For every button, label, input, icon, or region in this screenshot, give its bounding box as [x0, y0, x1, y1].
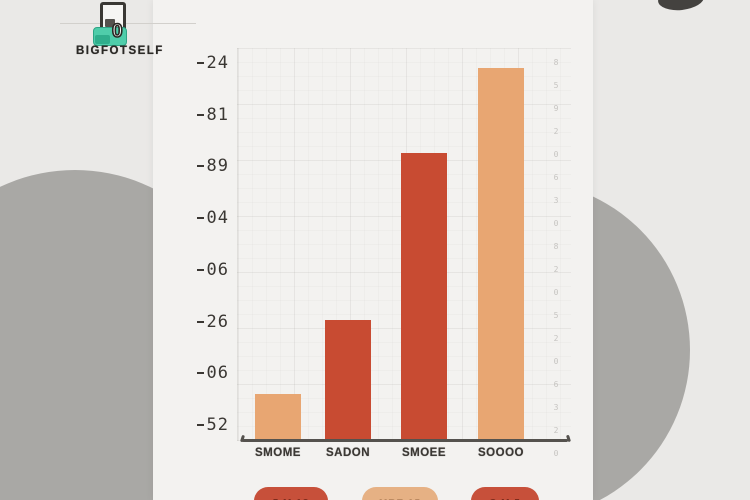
side-mark: 2: [553, 334, 559, 343]
side-mark: 2: [553, 265, 559, 274]
y-tick-dash: [196, 423, 204, 426]
bar-SOOOO: [478, 68, 524, 441]
side-mark: 6: [553, 173, 559, 182]
y-tick-label: 89: [183, 157, 229, 175]
y-tick-label: 52: [183, 416, 229, 434]
y-tick-dash: [196, 165, 204, 168]
side-mark: 0: [553, 150, 559, 159]
y-tick-label: 81: [183, 106, 229, 124]
side-mark: 0: [553, 449, 559, 458]
logo-block: 0 BIGFOTSELF: [60, 0, 200, 64]
side-mark: 8: [553, 242, 559, 251]
y-tick-dash: [196, 62, 204, 64]
bar-SMOME: [255, 394, 301, 441]
brand-name: BIGFOTSELF: [76, 45, 164, 57]
y-tick-label: 24: [183, 54, 229, 72]
side-mark: 9: [553, 104, 559, 113]
y-tick-dash: [196, 268, 204, 271]
y-tick-label: 06: [183, 261, 229, 279]
side-mark: 3: [553, 403, 559, 412]
side-mark: 0: [553, 288, 559, 297]
side-mark: 5: [553, 311, 559, 320]
y-tick-dash: [196, 320, 204, 323]
teal-card-icon-sub: [95, 35, 110, 44]
side-mark: 2: [553, 127, 559, 136]
action-button-3[interactable]: C M 5: [471, 487, 539, 500]
x-tick-label: SADON: [325, 447, 371, 459]
y-tick-label: 06: [183, 364, 229, 382]
x-tick-label: SMOME: [255, 447, 301, 459]
x-tick-label: SMOEE: [401, 447, 447, 459]
side-mark: 8: [553, 58, 559, 67]
side-mark: 0: [553, 357, 559, 366]
y-tick-label: 26: [183, 313, 229, 331]
badge-count: 0: [111, 21, 123, 42]
bar-SADON: [325, 320, 371, 441]
teal-card-icon: [93, 27, 127, 46]
x-tick-label: SOOOO: [478, 447, 524, 459]
y-tick-label: 04: [183, 209, 229, 227]
side-mark: 3: [553, 196, 559, 205]
x-axis-line: [242, 439, 568, 442]
y-tick-dash: [196, 372, 204, 375]
side-mark: 6: [553, 380, 559, 389]
y-tick-dash: [196, 113, 204, 116]
picture-icon-inner: [105, 19, 115, 27]
side-mark: 2: [553, 426, 559, 435]
action-button-2[interactable]: MRE 15: [362, 487, 438, 500]
y-tick-dash: [196, 217, 204, 220]
decor-top-ellipse: [656, 0, 706, 13]
action-button-1[interactable]: 5 M 18: [254, 487, 328, 500]
side-mark: 5: [553, 81, 559, 90]
side-mark: 0: [553, 219, 559, 228]
bar-SMOEE: [401, 153, 447, 441]
logo-divider: [60, 23, 196, 24]
